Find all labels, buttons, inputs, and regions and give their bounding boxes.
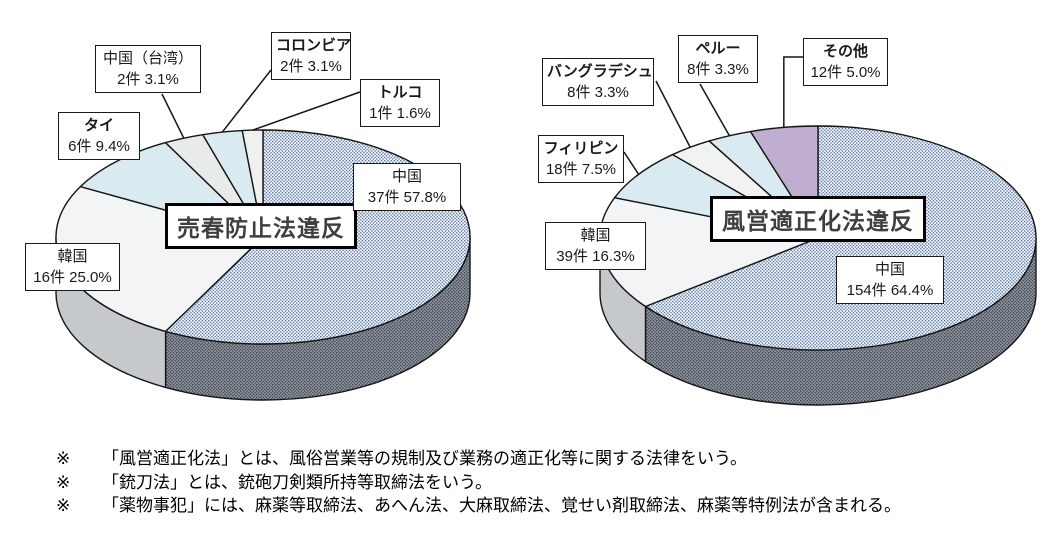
leader-lines [161, 56, 804, 175]
country-name: トルコ [377, 84, 423, 101]
label-box-philippines: フィリピン 18件 7.5% [538, 135, 624, 183]
country-name: タイ [83, 117, 114, 134]
footnote-row: ※ 「銃刀法」とは、銃砲刀剣類所持等取締法をいう。 [56, 471, 901, 495]
label-box-colombia: コロンビア 2件 3.1% [271, 32, 351, 80]
country-name: その他 [822, 43, 868, 60]
right-pie-title: 風営適正化法違反 [710, 196, 926, 242]
count-percent: 8件 3.3% [567, 84, 629, 101]
reference-mark-icon: ※ [56, 449, 71, 468]
count-percent: 154件 64.4% [846, 282, 934, 299]
footnote-text: 「銃刀法」とは、銃砲刀剣類所持等取締法をいう。 [102, 472, 492, 492]
country-name: 中国 [874, 261, 905, 278]
footnote-text: 「風営適正化法」とは、風俗営業等の規制及び業務の適正化等に関する法律をいう。 [102, 449, 747, 468]
count-percent: 16件 25.0% [33, 269, 112, 286]
footnote-row: ※ 「薬物事犯」には、麻薬等取締法、あへん法、大麻取締法、覚せい剤取締法、麻薬等… [56, 494, 901, 518]
leader-line [623, 151, 640, 175]
pie-right-group [599, 125, 1037, 406]
footnote-row: ※ 「風営適正化法」とは、風俗営業等の規制及び業務の適正化等に関する法律をいう。 [56, 447, 901, 471]
country-name: フィリピン [543, 140, 619, 157]
country-name: ペルー [695, 40, 741, 57]
count-percent: 1件 1.6% [369, 105, 431, 122]
label-box-china-left: 中国 37件 57.8% [353, 163, 461, 211]
footnote-text: 「薬物事犯」には、麻薬等取締法、あへん法、大麻取締法、覚せい剤取締法、麻薬等特例… [102, 496, 901, 515]
leader-line [783, 56, 804, 128]
label-box-peru: ペルー 8件 3.3% [678, 35, 758, 83]
left-pie-title: 売春防止法違反 [165, 203, 357, 249]
count-percent: 18件 7.5% [545, 161, 617, 178]
label-box-others: その他 12件 5.0% [803, 38, 888, 86]
label-box-china-taiwan: 中国（台湾） 2件 3.1% [95, 45, 201, 93]
country-name: コロンビア [276, 37, 352, 54]
label-box-thailand: タイ 6件 9.4% [58, 112, 140, 160]
count-percent: 12件 5.0% [810, 64, 881, 81]
country-name: 中国（台湾） [102, 50, 193, 67]
reference-mark-icon: ※ [56, 496, 71, 515]
count-percent: 39件 16.3% [556, 248, 635, 265]
count-percent: 6件 9.4% [68, 138, 130, 155]
count-percent: 2件 3.1% [117, 71, 179, 88]
label-box-china-right: 中国 154件 64.4% [836, 256, 944, 304]
label-box-bangladesh: バングラデシュ 8件 3.3% [542, 58, 654, 106]
label-box-turkey: トルコ 1件 1.6% [360, 79, 440, 127]
leader-line [161, 93, 185, 139]
country-name: 中国 [391, 168, 422, 185]
count-percent: 37件 57.8% [367, 189, 447, 206]
count-percent: 2件 3.1% [280, 58, 342, 75]
leader-line [221, 69, 272, 133]
country-name: バングラデシュ [547, 63, 653, 80]
count-percent: 8件 3.3% [687, 61, 749, 78]
leader-line [655, 80, 691, 148]
footnotes-block: ※ 「風営適正化法」とは、風俗営業等の規制及び業務の適正化等に関する法律をいう。… [56, 447, 901, 518]
country-name: 韓国 [580, 227, 611, 244]
label-box-korea-left: 韓国 16件 25.0% [25, 243, 120, 291]
country-name: 韓国 [57, 248, 88, 265]
leader-line [252, 91, 361, 131]
leader-line [699, 83, 731, 137]
reference-mark-icon: ※ [56, 472, 71, 492]
label-box-korea-right: 韓国 39件 16.3% [545, 222, 646, 270]
